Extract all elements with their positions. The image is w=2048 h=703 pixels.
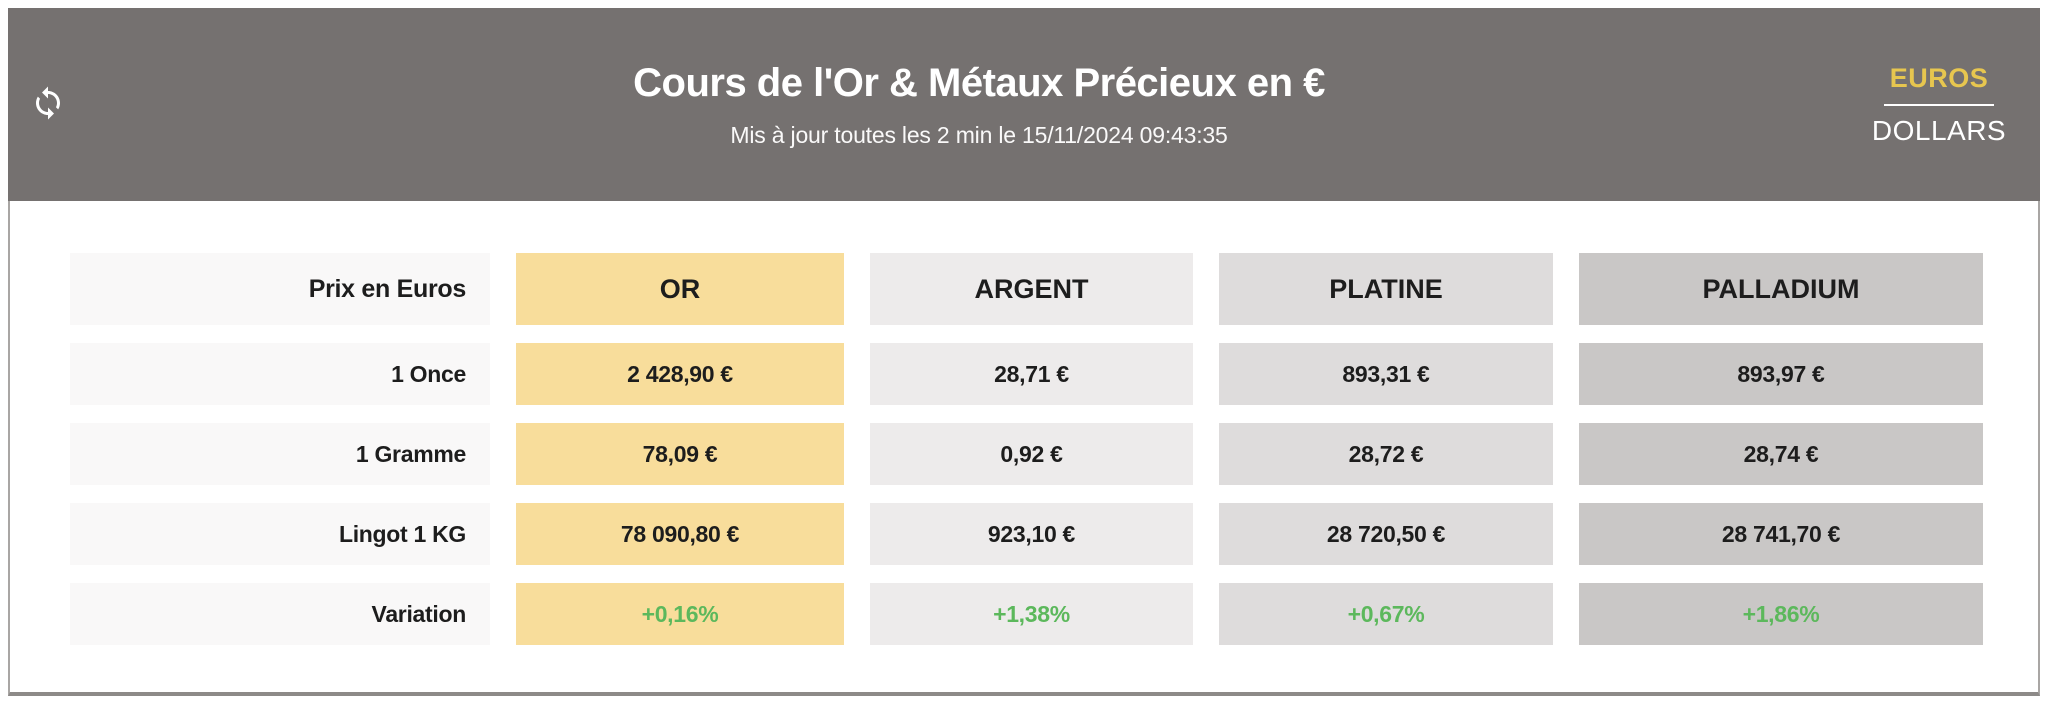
widget-header: Cours de l'Or & Métaux Précieux en € Mis…: [8, 8, 2040, 201]
row-label-gramme: 1 Gramme: [70, 423, 490, 485]
cell-lingot-argent: 923,10 €: [870, 503, 1193, 565]
cell-once-or: 2 428,90 €: [516, 343, 844, 405]
cell-gramme-palladium: 28,74 €: [1579, 423, 1983, 485]
column-header-palladium: PALLADIUM: [1579, 253, 1983, 325]
refresh-button[interactable]: [28, 85, 68, 125]
prices-table: Prix en Euros OR ARGENT PLATINE PALLADIU…: [70, 253, 1983, 645]
cell-gramme-argent: 0,92 €: [870, 423, 1193, 485]
column-header-or: OR: [516, 253, 844, 325]
column-header-platine: PLATINE: [1219, 253, 1553, 325]
currency-option-dollars[interactable]: DOLLARS: [1871, 114, 2007, 146]
cell-once-platine: 893,31 €: [1219, 343, 1553, 405]
last-updated-text: Mis à jour toutes les 2 min le 15/11/202…: [730, 121, 1228, 148]
cell-variation-or: +0,16%: [516, 583, 844, 645]
row-label-lingot: Lingot 1 KG: [70, 503, 490, 565]
cell-lingot-palladium: 28 741,70 €: [1579, 503, 1983, 565]
cell-gramme-platine: 28,72 €: [1219, 423, 1553, 485]
gold-prices-widget: Cours de l'Or & Métaux Précieux en € Mis…: [8, 8, 2040, 696]
column-header-argent: ARGENT: [870, 253, 1193, 325]
currency-toggle-divider: [1884, 103, 1994, 106]
cell-gramme-or: 78,09 €: [516, 423, 844, 485]
refresh-icon: [30, 85, 66, 124]
header-titles: Cours de l'Or & Métaux Précieux en € Mis…: [633, 61, 1325, 149]
cell-variation-palladium: +1,86%: [1579, 583, 1983, 645]
prices-table-area: Prix en Euros OR ARGENT PLATINE PALLADIU…: [10, 201, 2038, 645]
cell-variation-platine: +0,67%: [1219, 583, 1553, 645]
table-corner-label: Prix en Euros: [70, 253, 490, 325]
cell-lingot-platine: 28 720,50 €: [1219, 503, 1553, 565]
cell-lingot-or: 78 090,80 €: [516, 503, 844, 565]
currency-toggle: EUROS DOLLARS: [1871, 62, 2007, 147]
cell-variation-argent: +1,38%: [870, 583, 1193, 645]
row-label-once: 1 Once: [70, 343, 490, 405]
cell-once-palladium: 893,97 €: [1579, 343, 1983, 405]
page-title: Cours de l'Or & Métaux Précieux en €: [633, 60, 1325, 105]
currency-option-euros[interactable]: EUROS: [1889, 62, 1989, 93]
cell-once-argent: 28,71 €: [870, 343, 1193, 405]
row-label-variation: Variation: [70, 583, 490, 645]
